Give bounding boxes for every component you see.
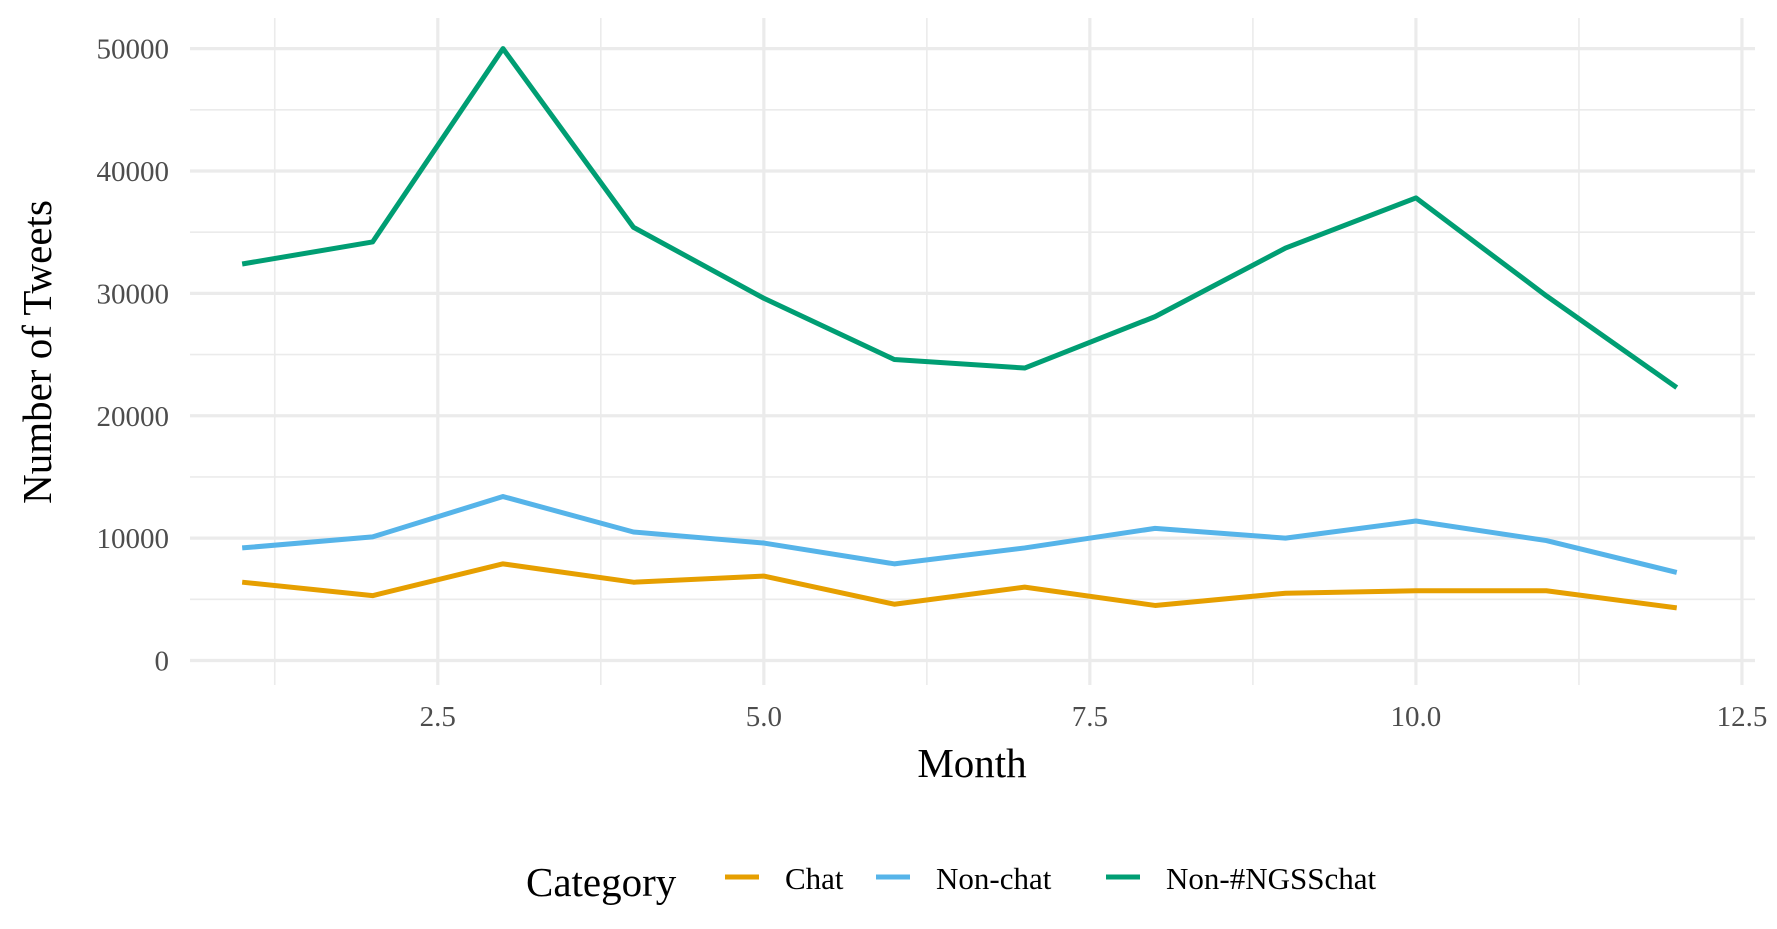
y-tick-label: 0: [155, 646, 170, 678]
y-tick-label: 30000: [97, 278, 170, 310]
legend-item-chat: Chat: [725, 861, 844, 896]
x-tick-label: 2.5: [420, 701, 456, 733]
y-tick-label: 40000: [97, 156, 170, 188]
y-tick-label: 10000: [97, 523, 170, 555]
legend-items: Chat Non-chat Non-#NGSSchat: [725, 861, 1376, 896]
grid: [190, 18, 1755, 685]
x-tick-label: 7.5: [1072, 701, 1108, 733]
series-line-chat: [241, 561, 1678, 611]
y-axis-title: Number of Tweets: [14, 200, 60, 504]
x-tick-label: 12.5: [1717, 701, 1768, 733]
y-tick-label: 20000: [97, 401, 170, 433]
legend-label: Chat: [785, 861, 844, 896]
x-axis-title: Month: [917, 740, 1026, 786]
legend-title: Category: [526, 859, 677, 905]
y-tick-label: 50000: [97, 34, 170, 66]
legend-label: Non-#NGSSchat: [1166, 861, 1376, 896]
legend-item-non-chat: Non-chat: [876, 861, 1052, 896]
x-axis-tick-labels: 2.5 5.0 7.5 10.0 12.5: [420, 701, 1768, 733]
legend: Category Chat Non-chat Non-#NGSSchat: [526, 859, 1376, 905]
series-line-non-ngsschat: [241, 46, 1679, 390]
y-axis-tick-labels: 0 10000 20000 30000 40000 50000: [97, 34, 170, 678]
x-tick-label: 10.0: [1391, 701, 1442, 733]
legend-item-non-ngsschat: Non-#NGSSchat: [1106, 861, 1376, 896]
series-lines: [241, 46, 1679, 611]
series-line-non-chat: [241, 494, 1678, 575]
legend-label: Non-chat: [936, 861, 1052, 896]
x-tick-label: 5.0: [746, 701, 782, 733]
